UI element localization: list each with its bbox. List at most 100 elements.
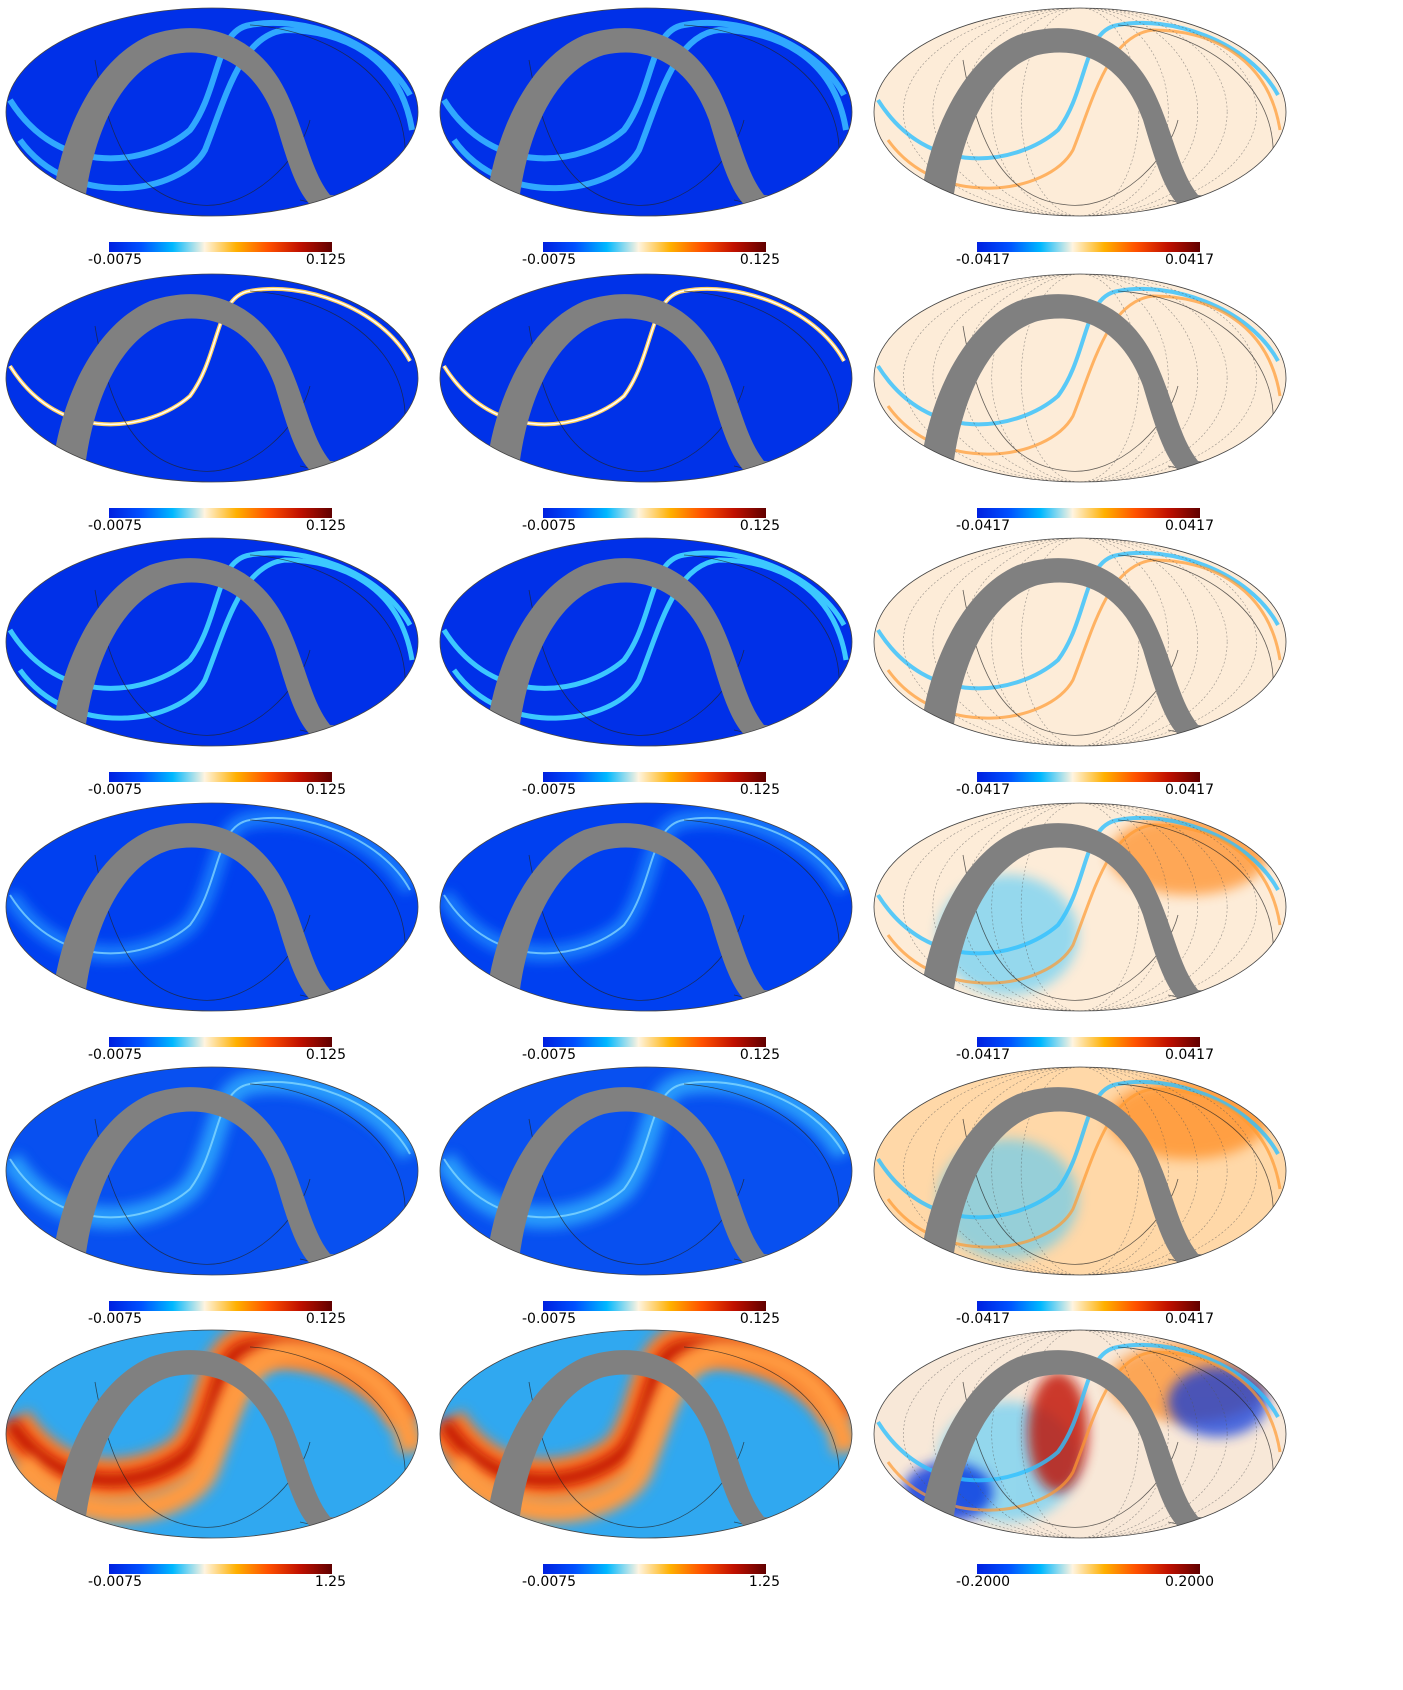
mollweide-map <box>5 537 419 747</box>
galactic-mask <box>484 558 824 746</box>
mollweide-map <box>5 1066 419 1276</box>
colorbar-max-label: 0.0417 <box>1165 782 1214 798</box>
colorbar-max-label: 0.125 <box>305 518 346 534</box>
mollweide-map <box>439 802 853 1012</box>
colorbar-min-label: -0.0075 <box>88 518 143 534</box>
mollweide-map <box>439 7 853 217</box>
mollweide-map <box>873 273 1287 483</box>
galactic-mask <box>50 1087 390 1275</box>
colorbar-max-label: 0.125 <box>305 782 346 798</box>
colorbar <box>977 508 1200 518</box>
colorbar-min-label: -0.0417 <box>956 252 1011 268</box>
colorbar <box>543 772 766 782</box>
colorbar <box>543 242 766 252</box>
sky-map-panel: -0.2000 0.2000 <box>868 1322 1316 1604</box>
colorbar-max-label: 0.125 <box>305 1047 346 1063</box>
sky-map-panel: -0.0417 0.0417 <box>868 1059 1316 1341</box>
colorbar <box>543 1301 766 1311</box>
mollweide-map <box>5 802 419 1012</box>
sky-map-panel: -0.0075 0.125 <box>0 1059 448 1341</box>
sky-map-panel: -0.0075 0.125 <box>434 530 882 812</box>
colorbar-min-label: -0.0075 <box>88 1574 143 1590</box>
sky-map-panel: -0.0417 0.0417 <box>868 266 1316 548</box>
galactic-mask <box>484 823 824 1011</box>
colorbar-min-label: -0.0075 <box>522 1047 577 1063</box>
galactic-mask <box>484 1087 824 1275</box>
colorbar-max-label: 0.125 <box>739 1311 780 1327</box>
sky-map-panel: -0.0417 0.0417 <box>868 795 1316 1077</box>
sky-map-panel: -0.0075 0.125 <box>0 266 448 548</box>
colorbar-max-label: 0.125 <box>739 782 780 798</box>
galactic-mask <box>484 294 824 482</box>
colorbar-min-label: -0.0075 <box>522 1311 577 1327</box>
colorbar-min-label: -0.0417 <box>956 518 1011 534</box>
galactic-mask <box>50 558 390 746</box>
sky-map-panel: -0.0417 0.0417 <box>868 530 1316 812</box>
galactic-mask <box>50 1350 390 1538</box>
colorbar-max-label: 0.125 <box>305 252 346 268</box>
colorbar <box>543 1564 766 1574</box>
colorbar-max-label: 1.25 <box>314 1574 346 1590</box>
sky-map-panel: -0.0075 0.125 <box>434 266 882 548</box>
sky-map-panel: -0.0075 1.25 <box>0 1322 448 1604</box>
sky-map-panel: -0.0075 0.125 <box>0 795 448 1077</box>
galactic-mask <box>918 823 1258 1011</box>
colorbar-max-label: 0.0417 <box>1165 1047 1214 1063</box>
colorbar <box>977 242 1200 252</box>
sky-map-panel: -0.0075 0.125 <box>0 530 448 812</box>
colorbar-max-label: 1.25 <box>748 1574 780 1590</box>
mollweide-map <box>5 273 419 483</box>
colorbar <box>109 772 332 782</box>
galactic-mask <box>918 1087 1258 1275</box>
colorbar-min-label: -0.2000 <box>956 1574 1011 1590</box>
galactic-mask <box>50 823 390 1011</box>
colorbar <box>109 242 332 252</box>
sky-map-panel: -0.0075 0.125 <box>434 0 882 282</box>
mollweide-map <box>439 537 853 747</box>
colorbar-max-label: 0.125 <box>739 252 780 268</box>
colorbar <box>977 1564 1200 1574</box>
galactic-mask <box>50 294 390 482</box>
galactic-mask <box>918 558 1258 746</box>
galactic-mask <box>484 1350 824 1538</box>
galactic-mask <box>918 28 1258 216</box>
colorbar-min-label: -0.0417 <box>956 1311 1011 1327</box>
mollweide-map <box>873 7 1287 217</box>
mollweide-map <box>873 802 1287 1012</box>
colorbar-max-label: 0.125 <box>305 1311 346 1327</box>
mollweide-map <box>439 1329 853 1539</box>
mollweide-map <box>873 1066 1287 1276</box>
colorbar-max-label: 0.125 <box>739 518 780 534</box>
mollweide-map <box>873 537 1287 747</box>
galactic-mask <box>918 294 1258 482</box>
galactic-mask <box>50 28 390 216</box>
sky-map-panel: -0.0417 0.0417 <box>868 0 1316 282</box>
galactic-mask <box>918 1350 1258 1538</box>
colorbar-min-label: -0.0075 <box>522 782 577 798</box>
mollweide-map <box>5 1329 419 1539</box>
colorbar-min-label: -0.0075 <box>522 1574 577 1590</box>
sky-map-panel: -0.0075 1.25 <box>434 1322 882 1604</box>
colorbar-min-label: -0.0075 <box>88 782 143 798</box>
colorbar-min-label: -0.0417 <box>956 1047 1011 1063</box>
colorbar <box>109 1301 332 1311</box>
colorbar <box>977 1037 1200 1047</box>
colorbar-min-label: -0.0075 <box>522 252 577 268</box>
colorbar <box>109 1564 332 1574</box>
sky-map-panel: -0.0075 0.125 <box>434 795 882 1077</box>
colorbar-max-label: 0.0417 <box>1165 252 1214 268</box>
colorbar-min-label: -0.0075 <box>522 518 577 534</box>
colorbar <box>543 1037 766 1047</box>
colorbar-max-label: 0.2000 <box>1165 1574 1214 1590</box>
mollweide-map <box>439 1066 853 1276</box>
mollweide-map <box>439 273 853 483</box>
colorbar-min-label: -0.0417 <box>956 782 1011 798</box>
sky-map-panel: -0.0075 0.125 <box>0 0 448 282</box>
colorbar <box>543 508 766 518</box>
colorbar <box>977 772 1200 782</box>
mollweide-map <box>873 1329 1287 1539</box>
colorbar-max-label: 0.0417 <box>1165 1311 1214 1327</box>
colorbar-max-label: 0.0417 <box>1165 518 1214 534</box>
colorbar-min-label: -0.0075 <box>88 1047 143 1063</box>
